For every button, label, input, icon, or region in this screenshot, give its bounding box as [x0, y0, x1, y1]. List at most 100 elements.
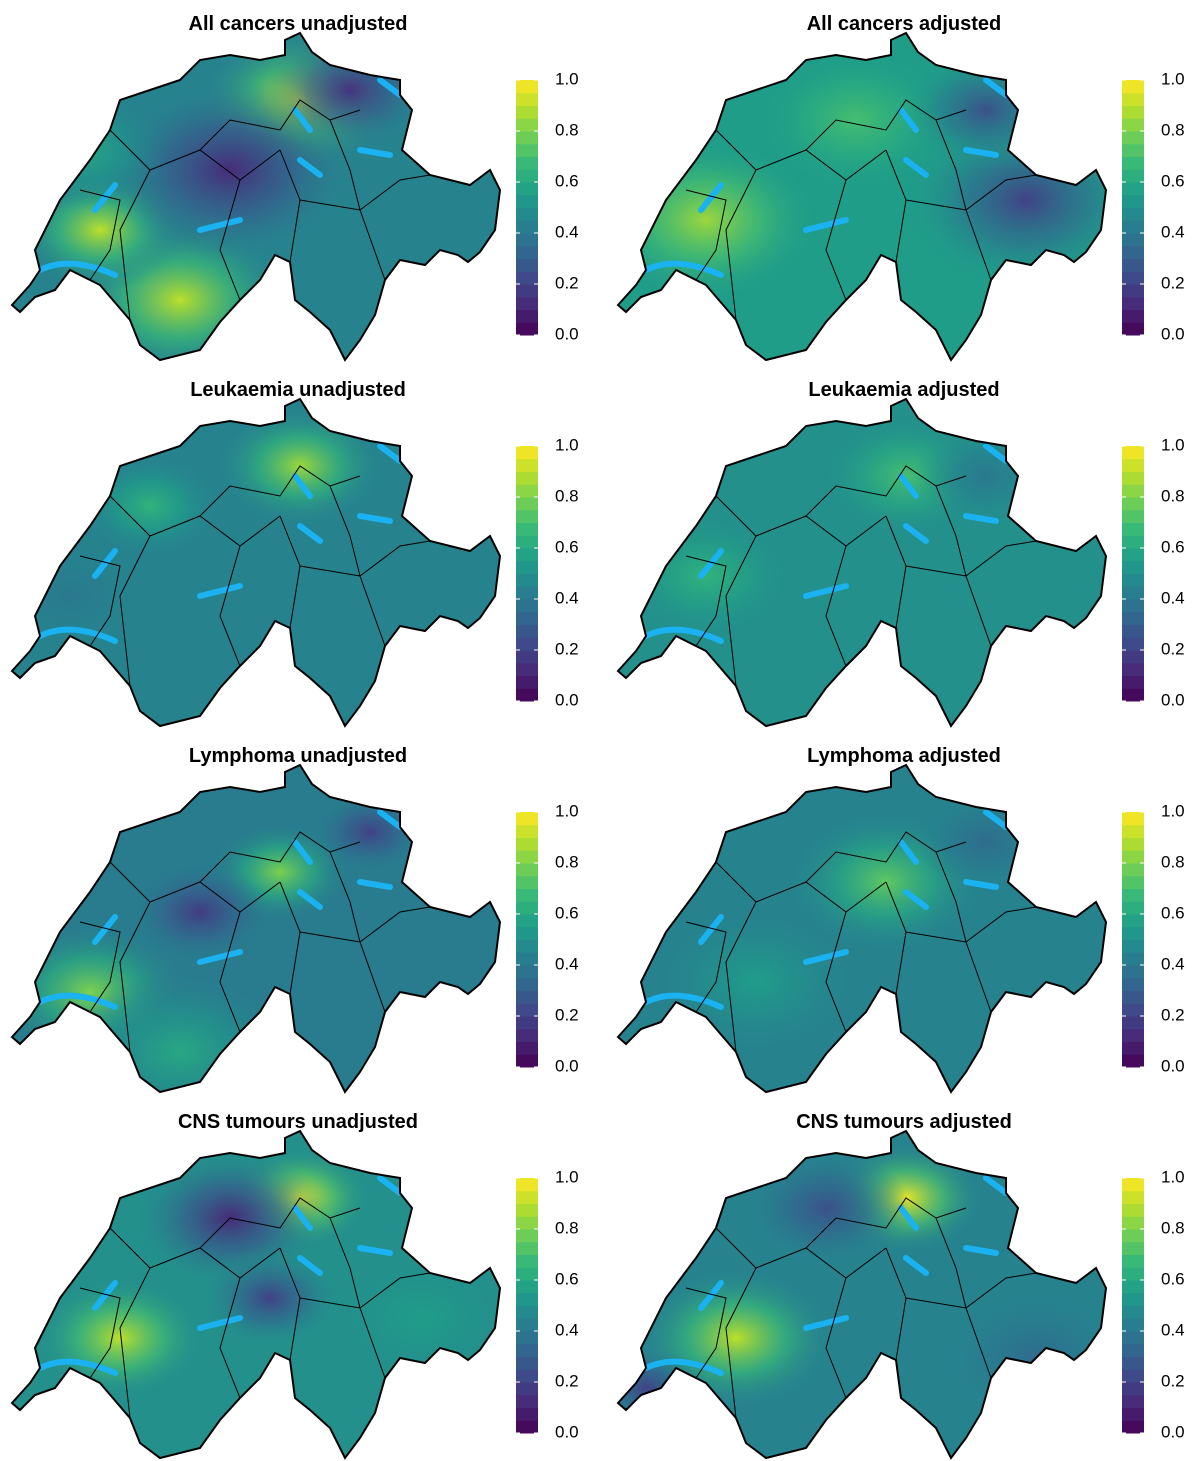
colorbar-step — [516, 245, 538, 259]
colorbar-label: 0.6 — [555, 537, 579, 556]
colorbar-step — [1122, 80, 1144, 94]
colorbar-label: 0.8 — [555, 486, 579, 505]
lake — [803, 217, 849, 233]
colorbar-step — [516, 650, 538, 664]
colorbar-label: 1.0 — [1161, 435, 1185, 454]
colorbar-step — [1122, 1382, 1144, 1396]
colorbar-step — [1122, 1190, 1144, 1204]
colorbar-step — [516, 901, 538, 915]
colorbar-step — [516, 156, 538, 170]
colorbar-label: 1.0 — [555, 801, 579, 820]
canton-border — [219, 545, 241, 667]
colorbar-step — [1122, 296, 1144, 310]
lake — [377, 809, 403, 830]
map — [12, 765, 500, 1092]
colorbar-step — [516, 624, 538, 638]
country-outline — [616, 397, 1108, 728]
colorbar-label: 0.4 — [555, 588, 579, 607]
lake — [357, 147, 393, 158]
canton-border — [299, 1272, 431, 1309]
canton-border — [725, 1267, 757, 1419]
colorbar-step — [1122, 535, 1144, 549]
canton-border — [935, 485, 967, 577]
lake — [963, 513, 999, 524]
colorbar-step — [1122, 194, 1144, 208]
map — [12, 399, 500, 726]
lake — [643, 260, 724, 278]
lake — [803, 583, 849, 599]
colorbar-step — [516, 926, 538, 940]
panel-title: All cancers unadjusted — [189, 13, 408, 35]
colorbar-step — [1122, 1241, 1144, 1255]
colorbar-step — [516, 1203, 538, 1217]
colorbar-step — [516, 812, 538, 826]
colorbar-step — [1122, 1394, 1144, 1408]
colorbar-step — [516, 322, 538, 336]
colorbar-step — [1122, 837, 1144, 851]
lake — [37, 626, 118, 644]
canton-border — [199, 465, 361, 517]
colorbar-step — [1122, 650, 1144, 664]
colorbar-step — [1122, 446, 1144, 460]
colorbar-step — [1122, 1041, 1144, 1055]
colorbar-label: 1.0 — [1161, 69, 1185, 88]
colorbar-step — [1122, 1331, 1144, 1345]
colorbar-step — [1122, 509, 1144, 523]
colorbar-step — [1122, 233, 1144, 247]
map — [618, 1131, 1106, 1458]
colorbar-step — [1122, 611, 1144, 625]
panel: All cancers unadjusted 0.0 0.2 0.4 0.6 0.8 1.0 — [10, 13, 579, 362]
colorbar-step — [1122, 586, 1144, 600]
colorbar-step — [1122, 965, 1144, 979]
map — [618, 765, 1106, 1092]
colorbar-label: 0.6 — [1161, 1269, 1185, 1288]
colorbar-step — [516, 118, 538, 132]
canton-border — [119, 535, 151, 687]
colorbar-step — [516, 560, 538, 574]
colorbar-step — [516, 522, 538, 536]
colorbar-step — [516, 1292, 538, 1306]
heat-region — [758, 50, 954, 190]
colorbar-label: 0.8 — [555, 1218, 579, 1237]
lake — [292, 473, 313, 499]
colorbar-step — [1122, 471, 1144, 485]
colorbar-step — [1122, 1203, 1144, 1217]
colorbar-step — [1122, 863, 1144, 877]
colorbar-step — [516, 1356, 538, 1370]
colorbar-step — [1122, 156, 1144, 170]
heat-region — [266, 33, 434, 150]
colorbar-label: 0.8 — [555, 120, 579, 139]
colorbar-step — [516, 990, 538, 1004]
colorbar-step — [1122, 258, 1144, 272]
colorbar-step — [516, 1216, 538, 1230]
colorbar-step — [516, 497, 538, 511]
lake — [963, 147, 999, 158]
colorbar-step — [1122, 1254, 1144, 1268]
colorbar-label: 0.6 — [555, 903, 579, 922]
colorbar-step — [1122, 926, 1144, 940]
lake — [92, 914, 118, 945]
lake — [698, 548, 724, 579]
lake — [903, 889, 929, 910]
lake — [297, 523, 323, 544]
colorbar-step — [516, 1229, 538, 1243]
colorbar-step — [516, 1394, 538, 1408]
lake — [377, 443, 403, 464]
lake — [963, 1245, 999, 1256]
colorbar-step — [1122, 888, 1144, 902]
panel-title: Leukaemia unadjusted — [190, 379, 406, 401]
colorbar-step — [516, 1267, 538, 1281]
lake — [357, 879, 393, 890]
colorbar-label: 0.2 — [555, 1371, 579, 1390]
colorbar-label: 0.0 — [555, 324, 579, 343]
heat-region — [36, 1278, 204, 1398]
canton-border — [965, 1307, 992, 1379]
colorbar-step — [1122, 245, 1144, 259]
heat-region — [130, 862, 270, 962]
colorbar-step — [516, 1003, 538, 1017]
colorbar-label: 0.4 — [555, 954, 579, 973]
colorbar-step — [516, 471, 538, 485]
colorbar-step — [1122, 688, 1144, 702]
lake — [963, 879, 999, 890]
